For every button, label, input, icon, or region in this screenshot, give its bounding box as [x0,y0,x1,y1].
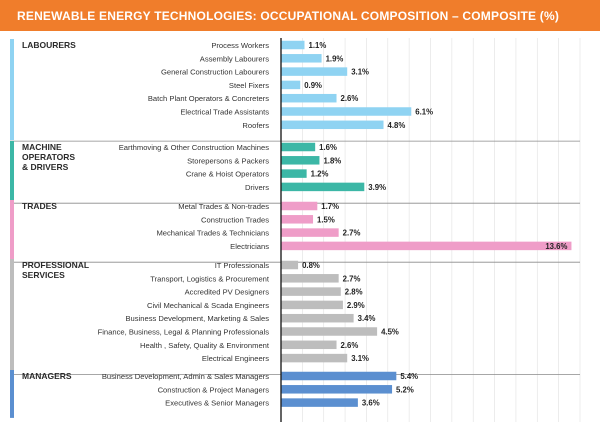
data-label: 2.7% [343,229,361,238]
category-label: Executives & Senior Managers [165,399,269,408]
bar [281,142,316,152]
bar [281,40,305,50]
data-label: 2.6% [341,341,359,350]
category-label: IT Professionals [215,261,270,270]
category-label: Assembly Labourers [200,54,269,63]
category-label: Steel Fixers [229,81,269,90]
category-label: Civil Mechanical & Scada Engineers [147,301,269,310]
category-label: Drivers [245,183,269,192]
data-label: 3.1% [351,354,369,363]
category-label: Process Workers [211,41,269,50]
group-label: MACHINE [22,142,62,152]
bar [281,274,339,283]
bar [281,120,384,130]
data-label: 2.6% [341,94,359,103]
bar [281,300,343,310]
bar [281,201,318,211]
group-label: LABOURERS [22,40,76,50]
bar [281,169,307,178]
data-label: 0.9% [304,81,322,90]
category-label: Mechanical Trades & Technicians [156,229,269,238]
data-label: 6.1% [415,108,433,117]
bar [281,93,337,103]
data-label: 3.1% [351,68,369,77]
bar [281,228,339,237]
data-label: 1.5% [317,215,335,224]
data-label: 13.6% [545,242,567,251]
bar [281,215,314,224]
data-label: 5.2% [396,385,414,394]
group-strip [10,141,14,203]
data-label: 0.8% [302,261,320,270]
data-label: 4.5% [381,328,399,337]
data-label: 3.6% [362,399,380,408]
category-label: Electrical Trade Assistants [180,108,269,117]
category-label: Batch Plant Operators & Concreters [148,94,269,103]
bar [281,156,320,165]
group-label: SERVICES [22,270,65,280]
bar [281,340,337,350]
category-label: Crane & Hoist Operators [186,170,269,179]
bar [281,182,365,192]
category-label: Business Development, Marketing & Sales [125,314,269,323]
category-label: Health , Safety, Quality & Environment [140,341,270,350]
bar [281,371,397,381]
bar [281,80,301,90]
data-label: 1.2% [311,170,329,179]
data-label: 2.8% [345,288,363,297]
bar [281,260,299,270]
category-label: Transport, Logistics & Procurement [150,274,270,283]
data-label: 2.9% [347,301,365,310]
group-label: & DRIVERS [22,162,69,172]
group-strip [10,370,14,418]
category-label: Electricians [230,242,269,251]
category-label: Earthmoving & Other Construction Machine… [119,143,269,152]
data-label: 1.9% [326,54,344,63]
bar [281,353,348,363]
category-label: Storepersons & Packers [187,156,269,165]
category-label: Electrical Engineers [202,354,269,363]
data-label: 2.7% [343,274,361,283]
bar [281,385,393,394]
group-strip [10,39,14,141]
category-label: General Construction Labourers [161,68,269,77]
category-label: Roofers [242,121,269,130]
data-label: 1.8% [323,156,341,165]
group-label: MANAGERS [22,371,72,381]
data-label: 4.8% [388,121,406,130]
category-label: Construction & Project Managers [158,385,270,394]
category-label: Business Development, Admin & Sales Mana… [102,372,269,381]
bar [281,398,358,407]
category-label: Construction Trades [201,215,269,224]
bar [281,327,378,336]
bar [281,67,348,76]
category-label: Finance, Business, Legal & Planning Prof… [98,328,270,337]
data-label: 1.7% [321,202,339,211]
group-label: TRADES [22,201,57,211]
bar [281,107,412,116]
data-label: 3.4% [358,314,376,323]
data-label: 1.1% [308,41,326,50]
group-strip [10,200,14,262]
group-strip [10,259,14,374]
chart-title: RENEWABLE ENERGY TECHNOLOGIES: OCCUPATIO… [17,9,560,23]
title-bar: RENEWABLE ENERGY TECHNOLOGIES: OCCUPATIO… [0,0,600,31]
bar [281,313,354,323]
data-label: 3.9% [368,183,386,192]
group-label: OPERATORS [22,152,75,162]
data-label: 5.4% [400,372,418,381]
bar [281,287,341,296]
bar [281,241,572,251]
category-label: Accredited PV Designers [185,288,270,297]
group-label: PROFESSIONAL [22,260,89,270]
category-label: Metal Trades & Non-trades [178,202,269,211]
data-label: 1.6% [319,143,337,152]
bar [281,54,322,63]
